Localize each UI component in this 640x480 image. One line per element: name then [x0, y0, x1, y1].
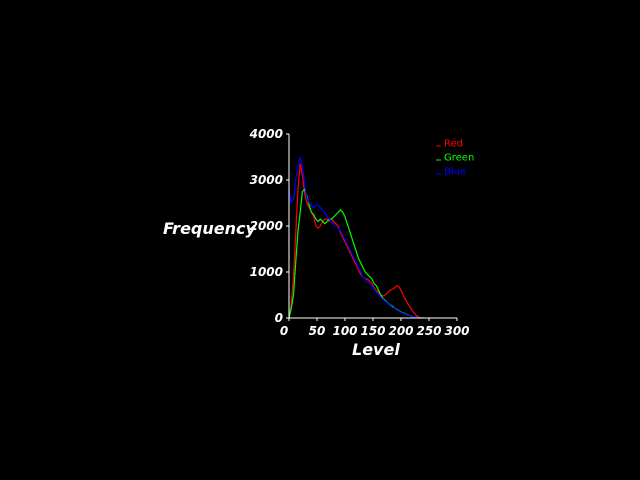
y-tick-label: 4000	[249, 127, 283, 141]
x-tick-label: 300	[444, 324, 469, 338]
x-tick-label: 100	[332, 324, 357, 338]
series-line-blue	[288, 156, 424, 319]
x-tick-label: 50	[309, 324, 326, 338]
tick-layer: 0 1000 2000 3000 4000 0 50 100 150 200 250 300	[249, 127, 470, 338]
y-tick-label: 2000	[250, 219, 283, 233]
x-tick-label: 150	[360, 324, 385, 338]
legend-label-red: Red	[444, 139, 463, 150]
x-tick-label: 250	[416, 324, 441, 338]
y-axis-title: Frequency	[163, 219, 256, 238]
y-tick-label: 1000	[250, 265, 283, 279]
y-tick-label: 3000	[250, 173, 283, 187]
series-layer	[288, 156, 424, 319]
legend-label-blue: Blue	[444, 167, 466, 178]
x-tick-label: 0	[280, 324, 288, 338]
legend: Red Green Blue	[436, 139, 474, 178]
legend-label-green: Green	[444, 153, 474, 164]
y-tick-label: 0	[275, 311, 283, 325]
x-tick-label: 200	[388, 324, 413, 338]
x-axis-title: Level	[352, 340, 400, 359]
